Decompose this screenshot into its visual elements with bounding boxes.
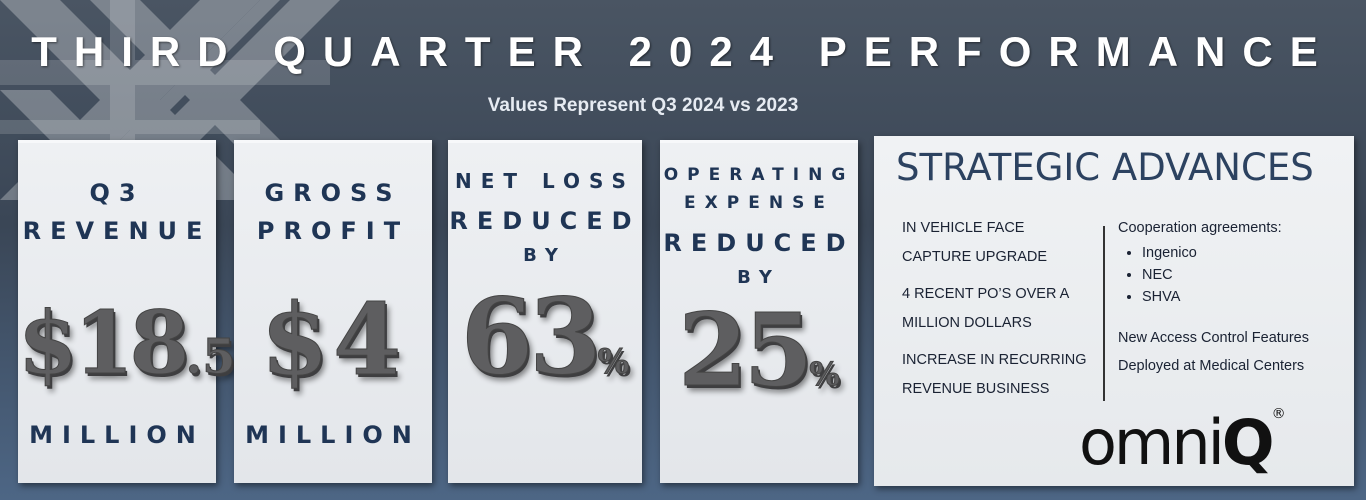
revenue-card: Q3 REVENUE $18.5 MILLION [18,140,237,483]
cooperation-label: Cooperation agreements: [1118,220,1282,236]
strategic-title: STRATEGIC ADVANCES [896,146,1314,189]
access-line: New Access Control Features [1118,330,1309,346]
net-loss-value: 63% [460,275,630,399]
card-label: GROSS [264,179,402,207]
net-loss-card: NET LOSS REDUCED BY 63% [448,140,642,483]
omniq-logo: omniQ® [1079,406,1286,479]
page-title: THIRD QUARTER 2024 PERFORMANCE [31,28,1335,75]
partner-list: Ingenico NEC SHVA [1118,242,1348,308]
partner-item: Ingenico [1142,242,1348,264]
partner-item: SHVA [1142,286,1348,308]
revenue-value: $18.5 [18,293,237,395]
strategic-advances-card: STRATEGIC ADVANCES IN VEHICLE FACE CAPTU… [874,136,1354,486]
strategic-item: 4 RECENT PO’S OVER A [902,286,1070,302]
card-label: BY [737,267,781,288]
strategic-item: IN VEHICLE FACE [902,220,1025,236]
gross-profit-card: GROSS PROFIT $4 MILLION [234,140,432,483]
card-label: REVENUE [22,217,212,245]
strategic-right-list: Cooperation agreements: Ingenico NEC SHV… [1118,214,1348,380]
strategic-item: CAPTURE UPGRADE [902,249,1048,265]
divider [1103,226,1105,401]
card-label: REDUCED [449,207,641,235]
gross-profit-value: $4 [260,283,406,399]
operating-expense-value: 25% [678,291,841,410]
card-label: Q3 [89,179,145,207]
card-label: PROFIT [256,217,410,245]
card-label: NET LOSS [455,169,635,193]
card-label: REDUCED [663,229,855,257]
card-label: OPERATING [663,165,855,185]
card-label: MILLION [29,421,205,449]
card-label: MILLION [245,421,421,449]
strategic-left-list: IN VEHICLE FACE CAPTURE UPGRADE 4 RECENT… [902,214,1092,404]
card-label: BY [523,245,567,266]
strategic-item: MILLION DOLLARS [902,315,1032,331]
strategic-item: INCREASE IN RECURRING [902,352,1087,368]
access-line: Deployed at Medical Centers [1118,358,1305,374]
strategic-item: REVENUE BUSINESS [902,381,1050,397]
page-subtitle: Values Represent Q3 2024 vs 2023 [487,95,799,116]
partner-item: NEC [1142,264,1348,286]
operating-expense-card: OPERATING EXPENSE REDUCED BY 25% [660,140,858,483]
card-label: EXPENSE [684,193,834,213]
